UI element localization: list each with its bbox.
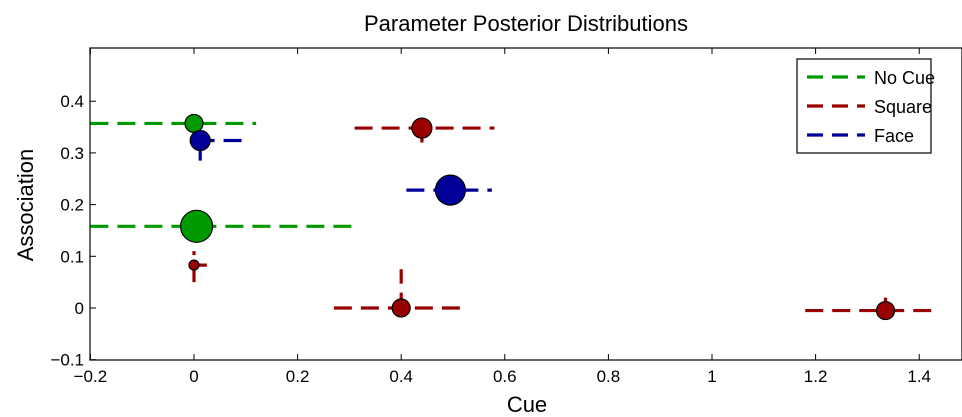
y-tick-label: −0.1 [50,351,84,370]
data-point [391,298,411,318]
y-axis-title: Association [13,149,38,262]
series-face [189,129,492,206]
y-tick-label: 0.1 [60,247,84,266]
data-point [189,129,211,152]
y-tick-label: 0.4 [60,92,84,111]
data-point [188,259,200,271]
legend-label: Square [874,97,932,117]
x-tick-label: 0 [189,367,198,386]
chart-marks [90,106,935,321]
data-point [411,117,433,139]
y-tick-label: 0 [75,299,84,318]
legend-label: No Cue [874,68,935,88]
y-tick-label: 0.3 [60,144,84,163]
data-point [434,174,467,206]
x-tick-label: 1 [707,367,716,386]
x-tick-label: 0.6 [493,367,517,386]
series-no-cue [90,106,355,243]
legend-label: Face [874,126,914,146]
x-axis-title: Cue [507,392,547,417]
data-point [179,209,214,243]
data-point [184,113,204,134]
x-tick-label: 0.2 [286,367,310,386]
x-tick-label: 0.8 [597,367,621,386]
series-square [188,117,935,321]
x-tick-label: −0.2 [74,367,108,386]
data-point [875,300,896,321]
legend: No Cue Square Face [796,58,935,154]
x-tick-label: 1.2 [804,367,828,386]
x-tick-label: 1.4 [907,367,931,386]
y-tick-label: 0.2 [60,196,84,215]
chart-title: Parameter Posterior Distributions [364,11,688,36]
x-tick-label: 0.4 [389,367,413,386]
